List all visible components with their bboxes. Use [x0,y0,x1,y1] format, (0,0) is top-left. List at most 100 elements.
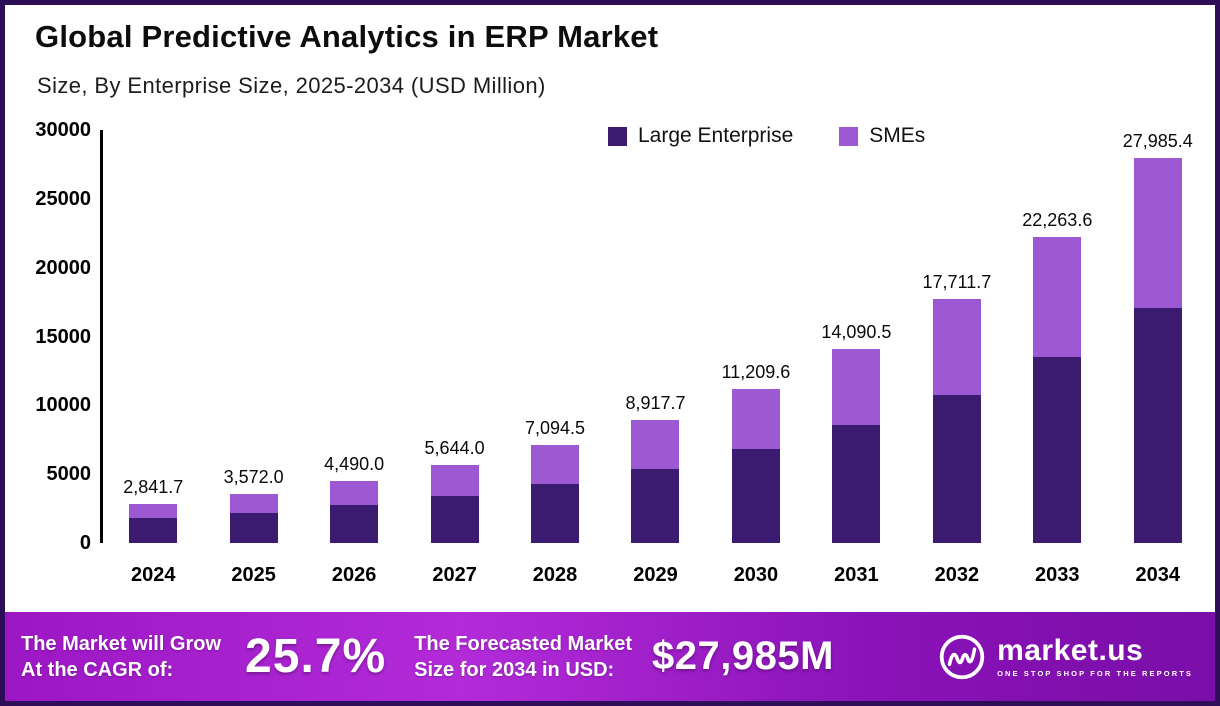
bars-container: 2,841.7 2024 3,572.0 2025 4,490.0 2026 5,644.0… [103,130,1208,586]
bar-segment-large-enterprise [229,512,278,543]
bar-segment-large-enterprise [932,395,981,543]
y-axis: 0 5000 10000 15000 20000 25000 30000 [5,119,92,554]
bar-group-2030: 11,209.6 2030 [706,130,806,586]
bar-total-label: 5,644.0 [424,438,485,459]
bar-group-2024: 2,841.7 2024 [103,130,203,586]
x-axis-label: 2026 [331,564,377,586]
x-axis-label: 2034 [1135,564,1181,586]
stacked-bar-2027 [430,465,479,543]
bar-group-2025: 3,572.0 2025 [203,130,303,586]
bar-group-2026: 4,490.0 2026 [304,130,404,586]
bar-group-2034: 27,985.4 2034 [1108,130,1208,586]
bar-total-label: 11,209.6 [721,361,791,382]
cagr-label-line2: At the CAGR of: [21,658,174,681]
bar-total-label: 3,572.0 [223,466,284,487]
plot-area: Large Enterprise SMEs 2,841.7 2024 3,572.0… [100,124,1208,586]
bar-segment-smes [1033,236,1082,358]
brand-logo: market.us ONE STOP SHOP FOR THE REPORTS [937,632,1199,682]
cagr-value: 25.7% [245,630,387,683]
x-axis-label: 2027 [432,564,477,586]
cagr-label-line1: The Market will Grow [21,632,222,655]
stacked-bar-2024 [129,503,178,543]
bar-group-2028: 7,094.5 2028 [505,130,605,586]
x-axis-label: 2028 [532,564,578,586]
bar-total-label: 2,841.7 [123,476,184,497]
bar-segment-large-enterprise [531,483,580,543]
bar-total-label: 17,711.7 [922,272,992,293]
bar-total-label: 7,094.5 [525,418,586,439]
bar-segment-large-enterprise [129,517,178,543]
x-axis-label: 2033 [1035,564,1080,586]
y-tick-label: 25000 [35,187,91,210]
legend-swatch-smes-icon [839,126,859,146]
stacked-bar-2032 [932,299,981,543]
bar-group-2031: 14,090.5 2031 [806,130,906,586]
stacked-bar-2030 [731,388,780,543]
stacked-bar-2025 [229,493,278,543]
bar-segment-smes [731,388,780,450]
y-tick-label: 30000 [35,119,91,141]
legend-label-large-enterprise: Large Enterprise [638,124,794,147]
stacked-bar-2026 [330,481,379,543]
bar-group-2033: 22,263.6 2033 [1007,130,1107,586]
bar-segment-smes [129,503,178,518]
legend-item-large-enterprise: Large Enterprise [608,124,793,148]
bar-group-2032: 17,711.7 2032 [907,130,1007,586]
bar-total-label: 14,090.5 [821,322,892,343]
stacked-bar-2029 [631,420,680,543]
bar-segment-smes [430,465,479,496]
bar-segment-large-enterprise [1033,357,1082,543]
stacked-bar-2031 [832,349,881,543]
y-tick-label: 15000 [35,325,91,348]
bar-segment-large-enterprise [631,468,680,543]
x-axis-label: 2030 [733,564,779,586]
forecast-value: $27,985M [652,634,834,678]
legend-swatch-large-enterprise-icon [608,126,627,146]
stacked-bar-2028 [531,445,580,543]
y-tick-label: 20000 [35,256,91,279]
x-axis-label: 2031 [834,564,879,586]
bar-segment-large-enterprise [1133,308,1182,543]
bar-segment-smes [330,481,379,506]
bar-total-label: 27,985.4 [1122,130,1193,151]
chart-section: Global Predictive Analytics in ERP Marke… [5,5,1215,612]
bar-group-2029: 8,917.7 2029 [605,130,705,586]
legend-label-smes: SMEs [869,124,926,147]
y-tick-label: 10000 [35,394,91,417]
bar-segment-smes [531,445,580,484]
bar-segment-smes [1133,157,1182,309]
bar-segment-large-enterprise [430,495,479,543]
x-axis-label: 2025 [231,564,276,586]
footer-banner: The Market will Grow At the CAGR of: 25.… [5,612,1215,701]
legend-item-smes: SMEs [839,124,925,148]
bar-segment-smes [932,299,981,396]
brand-name: market.us [997,633,1144,667]
market-us-logo-icon [939,634,985,679]
chart-subtitle: Size, By Enterprise Size, 2025-2034 (USD… [37,73,546,98]
bar-segment-smes [229,493,278,513]
bar-segment-large-enterprise [832,424,881,543]
forecast-label-line2: Size for 2034 in USD: [414,658,615,681]
forecast-label-line1: The Forecasted Market [414,632,633,655]
bar-segment-large-enterprise [330,505,379,543]
x-axis-label: 2024 [130,564,176,586]
legend: Large Enterprise SMEs [608,124,925,148]
y-tick-label: 0 [79,532,91,554]
bar-total-label: 4,490.0 [324,454,385,475]
bar-total-label: 8,917.7 [625,393,686,414]
stacked-bar-2034 [1133,157,1182,543]
bar-total-label: 22,263.6 [1022,209,1093,230]
brand-text-block: market.us ONE STOP SHOP FOR THE REPORTS [997,633,1193,678]
forecast-label: The Forecasted Market Size for 2034 in U… [414,631,632,683]
cagr-label: The Market will Grow At the CAGR of: [21,631,221,683]
bar-segment-large-enterprise [731,449,780,543]
y-tick-label: 5000 [46,463,92,486]
x-axis-label: 2032 [934,564,980,586]
stacked-bar-2033 [1033,236,1082,543]
brand-tagline: ONE STOP SHOP FOR THE REPORTS [997,668,1193,678]
x-axis-label: 2029 [633,564,678,586]
bar-group-2027: 5,644.0 2027 [404,130,504,586]
chart-title: Global Predictive Analytics in ERP Marke… [35,19,659,54]
bar-segment-smes [631,420,680,469]
